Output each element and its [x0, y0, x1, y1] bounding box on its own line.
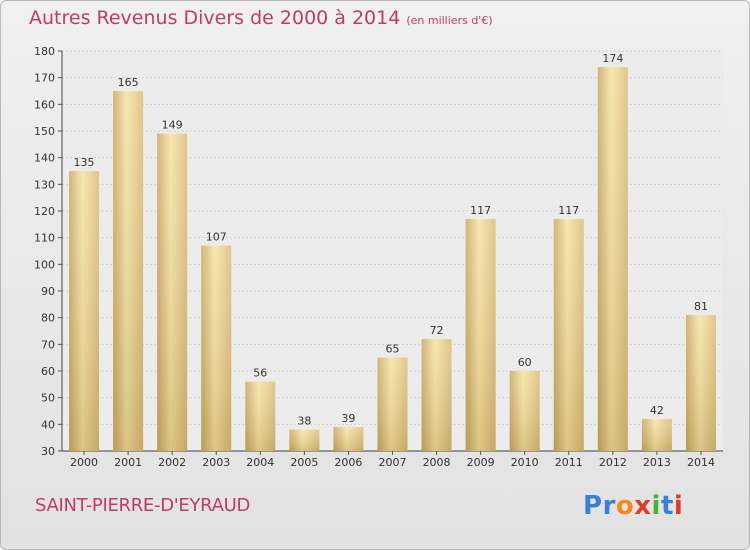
- x-tick-label-2014: 2014: [687, 456, 715, 469]
- data-label-2008: 72: [430, 324, 444, 337]
- y-tick-label: 130: [34, 178, 55, 191]
- x-tick-label-2001: 2001: [114, 456, 142, 469]
- x-tick-label-2008: 2008: [423, 456, 451, 469]
- place-name: SAINT-PIERRE-D'EYRAUD: [35, 495, 251, 516]
- y-tick-label: 40: [41, 418, 55, 431]
- bar-shade-2014: [685, 315, 716, 451]
- y-tick-label: 120: [34, 205, 55, 218]
- logo-letter: r: [602, 491, 616, 521]
- data-label-2004: 56: [253, 367, 267, 380]
- logo-letter: P: [583, 491, 603, 521]
- y-tick-label: 30: [41, 445, 55, 458]
- data-label-2010: 60: [518, 356, 532, 369]
- y-tick-label: 90: [41, 285, 55, 298]
- data-label-2014: 81: [694, 300, 708, 313]
- chart-title-text: Autres Revenus Divers de 2000 à 2014: [29, 7, 401, 29]
- x-tick-label-2002: 2002: [158, 456, 186, 469]
- y-tick-label: 140: [34, 152, 55, 165]
- data-label-2011: 117: [558, 204, 579, 217]
- bars: [69, 67, 716, 451]
- chart-title: Autres Revenus Divers de 2000 à 2014 (en …: [29, 7, 493, 29]
- x-tick-label-2012: 2012: [599, 456, 627, 469]
- bar-shade-2010: [509, 371, 540, 451]
- bar-shade-2002: [157, 133, 188, 451]
- x-tick-label-2006: 2006: [334, 456, 362, 469]
- bar-shade-2013: [641, 419, 672, 451]
- data-labels: 135 165 149 107 56 38 39 65 72 117 60 117 174 42 81: [74, 52, 708, 428]
- y-tick-label: 150: [34, 125, 55, 138]
- x-tick-label-2013: 2013: [643, 456, 671, 469]
- logo-letter: x: [634, 491, 652, 521]
- y-tick-label: 80: [41, 312, 55, 325]
- logo-letter: i: [673, 491, 684, 521]
- bar-shade-2007: [377, 357, 408, 451]
- data-label-2012: 174: [602, 52, 623, 65]
- x-tick-label-2010: 2010: [511, 456, 539, 469]
- x-tick-label-2004: 2004: [246, 456, 274, 469]
- y-tick-label: 160: [34, 98, 55, 111]
- bar-shade-2004: [245, 381, 276, 451]
- y-tick-label: 180: [34, 45, 55, 58]
- data-label-2003: 107: [206, 231, 227, 244]
- x-tick-label-2009: 2009: [467, 456, 495, 469]
- bar-shade-2000: [69, 171, 100, 451]
- x-tick-label-2003: 2003: [202, 456, 230, 469]
- bar-shade-2009: [465, 219, 496, 451]
- y-tick-label: 70: [41, 338, 55, 351]
- bar-shade-2001: [113, 91, 144, 451]
- data-label-2002: 149: [162, 119, 183, 132]
- bar-shade-2011: [553, 219, 584, 451]
- bar-shade-2003: [201, 245, 232, 451]
- y-tick-label: 170: [34, 72, 55, 85]
- x-tick-label-2011: 2011: [555, 456, 583, 469]
- x-tick-label-2007: 2007: [379, 456, 407, 469]
- y-tick-label: 60: [41, 365, 55, 378]
- data-label-2000: 135: [74, 156, 95, 169]
- y-tick-label: 50: [41, 392, 55, 405]
- data-label-2007: 65: [386, 343, 400, 356]
- logo-letter: o: [615, 491, 635, 521]
- data-label-2009: 117: [470, 204, 491, 217]
- data-label-2005: 38: [297, 415, 311, 428]
- y-tick-label: 110: [34, 232, 55, 245]
- bar-shade-2006: [333, 427, 364, 451]
- proxiti-logo[interactable]: Proxiti: [583, 491, 683, 521]
- bar-shade-2012: [597, 67, 628, 451]
- data-label-2006: 39: [341, 412, 355, 425]
- data-label-2001: 165: [118, 76, 139, 89]
- chart-unit: (en milliers d'€): [406, 14, 493, 27]
- bar-shade-2008: [421, 339, 452, 451]
- data-label-2013: 42: [650, 404, 664, 417]
- x-tick-label-2005: 2005: [290, 456, 318, 469]
- bar-shade-2005: [289, 429, 320, 451]
- x-tick-label-2000: 2000: [70, 456, 98, 469]
- y-tick-label: 100: [34, 258, 55, 271]
- logo-letter: t: [660, 491, 674, 521]
- logo-letter: i: [651, 491, 661, 521]
